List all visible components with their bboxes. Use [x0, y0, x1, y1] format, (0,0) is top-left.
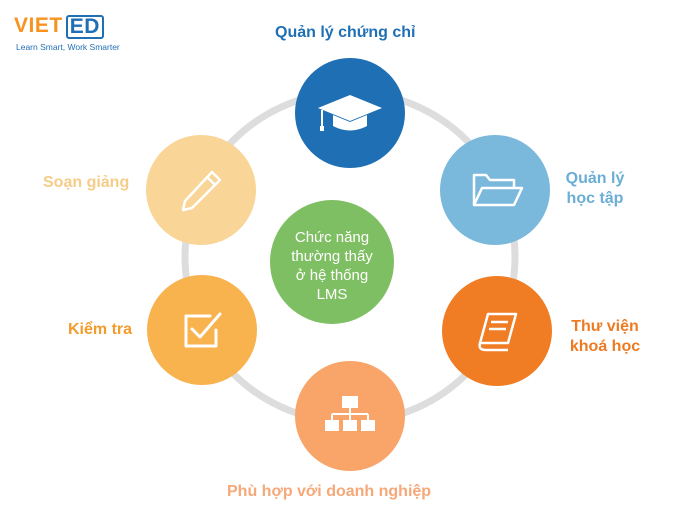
node-enterprise	[295, 361, 405, 471]
label-course-library: Thư viện khoá học	[569, 318, 641, 355]
center-title-line-4: LMS	[316, 286, 348, 303]
hierarchy-icon	[325, 396, 375, 431]
node-library	[442, 276, 552, 386]
folder-icon	[472, 173, 524, 207]
label-learning-management: Quản lý học tập	[565, 170, 625, 207]
logo-word: VIET	[14, 14, 63, 37]
node-teaching	[146, 135, 256, 245]
node-exam	[147, 275, 257, 385]
center-title: Chức năng thường thấy ở hệ thống LMS	[272, 228, 392, 304]
node-exam-circle	[147, 275, 257, 385]
label-enterprise-fit: Phù hợp với doanh nghiệp	[227, 483, 432, 500]
logo-tagline: Learn Smart, Work Smarter	[16, 42, 120, 52]
viet-ed-logo: VIET ED Learn Smart, Work Smarter	[14, 10, 154, 60]
book-icon	[478, 312, 518, 352]
node-teaching-circle	[146, 135, 256, 245]
label-lesson-authoring: Soạn giảng	[43, 174, 130, 191]
label-exam: Kiểm tra	[68, 321, 133, 338]
center-title-line-2: thường thấy	[291, 248, 373, 265]
center-title-line-1: Chức năng	[294, 229, 370, 246]
center-title-line-3: ở hệ thống	[295, 267, 369, 284]
graduation-cap-icon	[318, 95, 382, 131]
pencil-icon	[181, 170, 222, 212]
node-library-circle	[442, 276, 552, 386]
node-learning-circle	[440, 135, 550, 245]
label-certificate-management: Quản lý chứng chỉ	[275, 24, 416, 41]
logo-boxed-text: ED	[65, 15, 104, 39]
center-circle	[270, 200, 394, 324]
node-certificate	[295, 58, 405, 168]
checkbox-icon	[184, 312, 222, 348]
logo-wordmark: VIET ED	[14, 14, 104, 39]
node-learning	[440, 135, 550, 245]
